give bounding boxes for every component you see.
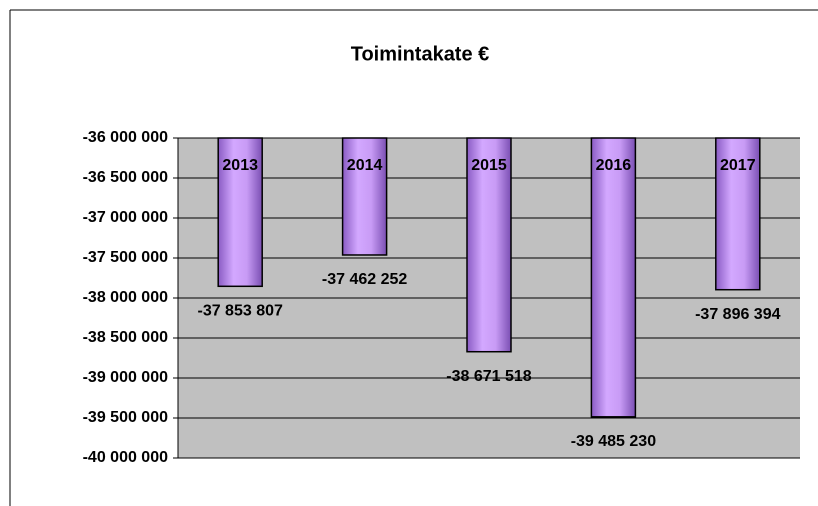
chart-title: Toimintakate € bbox=[351, 43, 490, 65]
y-tick-label: -37 500 000 bbox=[83, 249, 169, 266]
y-tick-label: -37 000 000 bbox=[83, 209, 169, 226]
y-tick-label: -39 000 000 bbox=[83, 369, 169, 386]
data-label: -38 671 518 bbox=[446, 368, 532, 385]
y-tick-label: -38 500 000 bbox=[83, 329, 169, 346]
y-tick-label: -40 000 000 bbox=[83, 449, 169, 466]
bar bbox=[590, 137, 637, 418]
bar bbox=[466, 137, 512, 353]
category-label: 2017 bbox=[720, 157, 756, 174]
data-label: -37 462 252 bbox=[322, 271, 408, 288]
y-tick-label: -38 000 000 bbox=[83, 289, 169, 306]
data-label: -37 853 807 bbox=[197, 303, 283, 320]
category-label: 2016 bbox=[596, 157, 632, 174]
category-label: 2013 bbox=[222, 157, 258, 174]
category-label: 2015 bbox=[471, 157, 507, 174]
data-label: -39 485 230 bbox=[571, 433, 657, 450]
bar bbox=[715, 137, 761, 291]
y-tick-label: -39 500 000 bbox=[83, 409, 169, 426]
y-tick-label: -36 000 000 bbox=[83, 129, 169, 146]
bar bbox=[217, 137, 263, 288]
data-label: -37 896 394 bbox=[695, 306, 781, 323]
bar bbox=[341, 137, 388, 256]
y-tick-label: -36 500 000 bbox=[83, 169, 169, 186]
category-label: 2014 bbox=[347, 157, 383, 174]
